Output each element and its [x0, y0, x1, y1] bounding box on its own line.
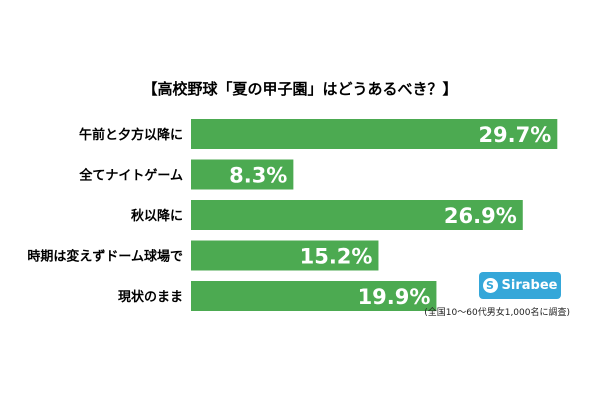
bar-2 — [191, 159, 294, 190]
value-label-5: 19.9% — [358, 285, 431, 309]
category-label-5: 現状のまま — [118, 289, 183, 305]
category-label-1: 午前と夕方以降に — [79, 127, 183, 143]
survey-note: (全国10～60代男女1,000名に調査) — [424, 308, 570, 318]
sirabee-logo-text: Sirabee — [501, 278, 558, 293]
bar-1 — [191, 119, 558, 149]
sirabee-logo: S Sirabee — [479, 272, 561, 299]
category-label-4: 時期は変えずドーム球場で — [27, 249, 183, 265]
bar-5 — [191, 281, 437, 311]
category-label-2: 全てナイトゲーム — [78, 168, 183, 184]
bar-4 — [191, 240, 379, 271]
chart-title: 【高校野球「夏の甲子園」はどうあるべき？】 — [142, 80, 458, 98]
value-label-3: 26.9% — [444, 204, 517, 228]
value-label-2: 8.3% — [229, 164, 287, 188]
value-label-1: 29.7% — [478, 123, 551, 147]
sirabee-logo-icon: S — [482, 278, 498, 293]
value-label-4: 15.2% — [300, 245, 373, 269]
category-label-3: 秋以降に — [131, 208, 183, 224]
bar-3 — [191, 200, 523, 230]
